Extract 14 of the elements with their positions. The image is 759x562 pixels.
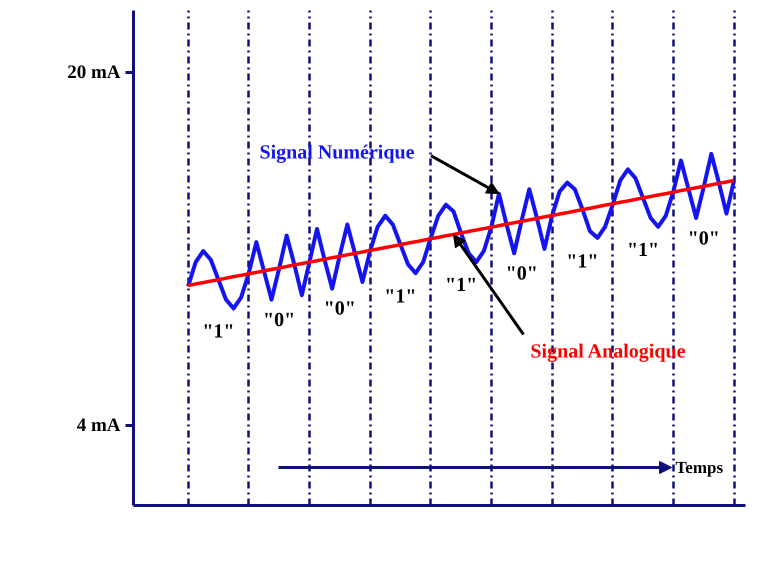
annotation: "0" bbox=[324, 297, 356, 320]
annotation: "0" bbox=[688, 227, 720, 250]
annotation: "1" bbox=[444, 274, 478, 296]
annotation: "1" bbox=[626, 238, 660, 261]
annotation: "0" bbox=[506, 262, 538, 284]
y-tick-label: 20 mA bbox=[67, 62, 121, 83]
x-axis-title: Temps bbox=[676, 458, 724, 477]
annotation: "1" bbox=[566, 250, 598, 273]
y-tick-label: 4 mA bbox=[76, 414, 121, 436]
annotation: "0" bbox=[262, 309, 296, 332]
annotation: "1" bbox=[202, 320, 235, 343]
text: Signal Analogique bbox=[530, 340, 686, 362]
annotation: "1" bbox=[384, 286, 417, 308]
text: Signal Numérique bbox=[259, 142, 415, 164]
